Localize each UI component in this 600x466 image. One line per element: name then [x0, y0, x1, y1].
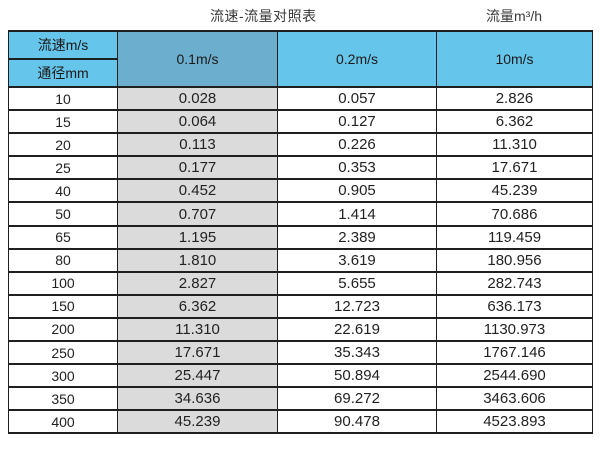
- table-row: 150 6.362 12.723 636.173: [8, 293, 593, 319]
- table-row: 250 17.671 35.343 1767.146: [8, 340, 593, 366]
- value-cell-0-1ms: 0.064: [117, 109, 278, 135]
- table-row: 65 1.195 2.389 119.459: [8, 224, 593, 250]
- value-cell-0-1ms: 11.310: [117, 316, 278, 343]
- value-cell-0-1ms: 17.671: [117, 340, 278, 366]
- value-cell-10ms: 4523.893: [436, 409, 593, 435]
- value-cell-0-2ms: 50.894: [277, 363, 437, 389]
- value-cell-0-1ms: 45.239: [117, 409, 278, 435]
- diameter-cell: 80: [8, 247, 118, 273]
- value-cell-0-2ms: 1.414: [277, 201, 437, 227]
- value-cell-0-1ms: 2.827: [117, 270, 278, 296]
- table-row: 350 34.636 69.272 3463.606: [8, 386, 593, 412]
- table-row: 50 0.707 1.414 70.686: [8, 201, 593, 227]
- table-row: 15 0.064 0.127 6.362: [8, 109, 593, 135]
- value-cell-0-2ms: 22.619: [277, 316, 437, 343]
- diameter-cell: 150: [8, 293, 118, 319]
- value-cell-0-2ms: 0.905: [277, 178, 437, 204]
- table-title: 流速-流量对照表: [210, 8, 317, 24]
- value-cell-0-2ms: 69.272: [277, 386, 437, 412]
- diameter-cell: 400: [8, 409, 118, 435]
- value-cell-0-1ms: 6.362: [117, 293, 278, 319]
- column-header-10ms: 10m/s: [436, 30, 593, 88]
- value-cell-10ms: 1767.146: [436, 340, 593, 366]
- value-cell-10ms: 11.310: [436, 132, 593, 158]
- diameter-cell: 65: [8, 224, 118, 250]
- value-cell-0-1ms: 0.028: [117, 85, 278, 112]
- flow-unit-label: 流量m³/h: [486, 8, 542, 24]
- value-cell-0-2ms: 0.226: [277, 132, 437, 158]
- diameter-cell: 200: [8, 316, 118, 343]
- diameter-cell: 100: [8, 270, 118, 296]
- value-cell-0-2ms: 2.389: [277, 224, 437, 250]
- value-cell-10ms: 2.826: [436, 85, 593, 112]
- value-cell-10ms: 636.173: [436, 293, 593, 319]
- column-header-0-2ms: 0.2m/s: [277, 30, 437, 88]
- value-cell-10ms: 70.686: [436, 201, 593, 227]
- diameter-cell: 300: [8, 363, 118, 389]
- value-cell-10ms: 180.956: [436, 247, 593, 273]
- value-cell-0-1ms: 34.636: [117, 386, 278, 412]
- table-header: 流速m/s 0.1m/s 0.2m/s 10m/s 通径mm: [8, 30, 593, 88]
- table-row: 25 0.177 0.353 17.671: [8, 155, 593, 181]
- value-cell-10ms: 6.362: [436, 109, 593, 135]
- table-row: 200 11.310 22.619 1130.973: [8, 316, 593, 343]
- value-cell-10ms: 17.671: [436, 155, 593, 181]
- value-cell-0-2ms: 90.478: [277, 409, 437, 435]
- corner-header-diameter: 通径mm: [8, 58, 118, 88]
- value-cell-0-2ms: 3.619: [277, 247, 437, 273]
- value-cell-0-1ms: 0.452: [117, 178, 278, 204]
- value-cell-0-1ms: 1.810: [117, 247, 278, 273]
- value-cell-0-1ms: 0.113: [117, 132, 278, 158]
- value-cell-10ms: 1130.973: [436, 316, 593, 343]
- column-header-0-1ms: 0.1m/s: [117, 30, 278, 88]
- table-row: 400 45.239 90.478 4523.893: [8, 409, 593, 435]
- value-cell-0-1ms: 25.447: [117, 363, 278, 389]
- value-cell-0-2ms: 12.723: [277, 293, 437, 319]
- table-row: 100 2.827 5.655 282.743: [8, 270, 593, 296]
- diameter-cell: 25: [8, 155, 118, 181]
- diameter-cell: 250: [8, 340, 118, 366]
- value-cell-10ms: 119.459: [436, 224, 593, 250]
- value-cell-0-1ms: 1.195: [117, 224, 278, 250]
- value-cell-10ms: 2544.690: [436, 363, 593, 389]
- corner-header-velocity: 流速m/s: [8, 30, 118, 60]
- diameter-cell: 20: [8, 132, 118, 158]
- diameter-cell: 50: [8, 201, 118, 227]
- diameter-cell: 15: [8, 109, 118, 135]
- value-cell-10ms: 3463.606: [436, 386, 593, 412]
- value-cell-0-1ms: 0.177: [117, 155, 278, 181]
- table-row: 20 0.113 0.226 11.310: [8, 132, 593, 158]
- title-bar: 流速-流量对照表 流量m³/h: [0, 4, 600, 26]
- table-row: 10 0.028 0.057 2.826: [8, 85, 593, 112]
- diameter-cell: 40: [8, 178, 118, 204]
- diameter-cell: 10: [8, 85, 118, 112]
- value-cell-0-1ms: 0.707: [117, 201, 278, 227]
- value-cell-10ms: 282.743: [436, 270, 593, 296]
- value-cell-0-2ms: 0.353: [277, 155, 437, 181]
- value-cell-0-2ms: 0.057: [277, 85, 437, 112]
- table-row: 300 25.447 50.894 2544.690: [8, 363, 593, 389]
- value-cell-0-2ms: 35.343: [277, 340, 437, 366]
- table-row: 80 1.810 3.619 180.956: [8, 247, 593, 273]
- diameter-cell: 350: [8, 386, 118, 412]
- value-cell-0-2ms: 0.127: [277, 109, 437, 135]
- table-row: 40 0.452 0.905 45.239: [8, 178, 593, 204]
- table-body: 10 0.028 0.057 2.826 15 0.064 0.127 6.36…: [8, 85, 593, 435]
- value-cell-10ms: 45.239: [436, 178, 593, 204]
- flow-conversion-table: 流速m/s 0.1m/s 0.2m/s 10m/s 通径mm 10 0.028 …: [8, 30, 593, 435]
- value-cell-0-2ms: 5.655: [277, 270, 437, 296]
